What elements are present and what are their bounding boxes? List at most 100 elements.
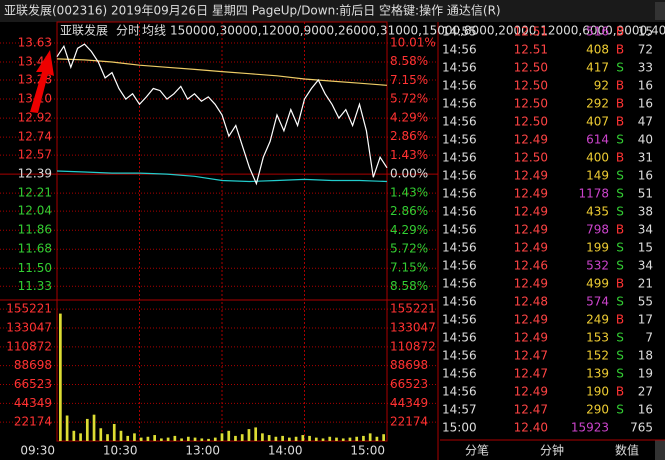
volume-bar — [92, 414, 96, 441]
volume-tick-label: 133047 — [6, 320, 52, 334]
trade-price: 12.49 — [514, 313, 548, 327]
volume-label[interactable]: 150000,30000,12000,9000,26000,31000,1500… — [170, 24, 665, 38]
tab[interactable]: 分钟 — [540, 443, 564, 458]
volume-tick-label-right: 88698 — [390, 358, 428, 372]
pct-tick-label: 0.00% — [390, 167, 428, 181]
trade-side: B — [616, 313, 624, 327]
volume-bar — [207, 438, 210, 441]
trade-count: 17 — [638, 313, 653, 327]
pct-tick-label: 7.15% — [390, 73, 428, 87]
trade-price: 12.50 — [514, 79, 548, 93]
trade-time: 14:56 — [442, 61, 477, 75]
volume-bar — [180, 438, 183, 441]
volume-bar — [314, 437, 318, 441]
volume-tick-label-right: 44349 — [390, 396, 428, 410]
window-title: 亚联发展(002316) 2019年09月26日 星期四 PageUp/Down… — [4, 3, 501, 18]
volume-bar — [160, 438, 163, 441]
trade-price: 12.40 — [514, 421, 548, 435]
trade-side: B — [616, 385, 624, 399]
trade-time: 14:56 — [442, 313, 477, 327]
trade-count: 765 — [630, 421, 653, 435]
trade-price: 12.46 — [514, 259, 548, 273]
trade-volume: 499 — [586, 277, 609, 291]
trade-count: 16 — [638, 403, 653, 417]
trade-price: 12.48 — [514, 295, 548, 309]
trade-side: B — [616, 223, 624, 237]
volume-bar — [321, 438, 325, 441]
trade-side: B — [616, 115, 624, 129]
trade-time: 14:55 — [442, 25, 477, 39]
trade-volume: 149 — [586, 169, 609, 183]
trade-price: 12.47 — [514, 367, 548, 381]
volume-tick-label-right: 133047 — [390, 320, 436, 334]
trade-time: 14:57 — [442, 403, 477, 417]
trade-volume: 139 — [586, 367, 609, 381]
volume-bar — [126, 435, 130, 441]
avg-line — [56, 58, 388, 86]
volume-bar — [308, 435, 311, 441]
volume-bar — [106, 434, 109, 441]
volume-bar — [362, 435, 365, 441]
volume-tick-label: 44349 — [14, 396, 52, 410]
scroll-up[interactable] — [655, 2, 665, 20]
avg-label[interactable]: 均线 — [142, 24, 166, 38]
time-label: 14:00 — [268, 444, 303, 458]
volume-bar — [254, 427, 258, 441]
pct-tick-label: 2.86% — [390, 129, 428, 143]
pct-tick-label: 4.29% — [390, 223, 428, 237]
volume-tick-label: 22174 — [14, 415, 52, 429]
trade-time: 14:56 — [442, 115, 477, 129]
annotation-arrow — [30, 50, 54, 113]
trade-volume: 1178 — [578, 187, 609, 201]
pct-tick-label: 2.86% — [390, 204, 428, 218]
pct-tick-label: 1.43% — [390, 185, 428, 199]
price-line — [56, 43, 388, 186]
trade-volume: 407 — [586, 115, 609, 129]
volume-bar — [274, 436, 278, 441]
trade-time: 14:56 — [442, 295, 477, 309]
lead-line — [56, 170, 388, 183]
time-label: 15:00 — [350, 444, 385, 458]
trade-volume: 152 — [586, 349, 609, 363]
price-tick-label: 13.63 — [18, 36, 52, 50]
trade-side: S — [616, 133, 624, 147]
trade-price: 12.51 — [514, 25, 548, 39]
trade-time: 14:56 — [442, 43, 477, 57]
volume-bar — [72, 430, 76, 441]
time-label: 13:00 — [185, 444, 220, 458]
trade-count: 18 — [638, 349, 653, 363]
volume-bar — [382, 434, 385, 441]
trade-volume: 153 — [586, 331, 609, 345]
volume-tick-label-right: 110872 — [390, 339, 436, 353]
volume-bar — [355, 436, 359, 441]
volume-bar — [294, 436, 298, 441]
trade-price: 12.49 — [514, 331, 548, 345]
pct-tick-label: 1.43% — [390, 148, 428, 162]
trade-count: 16 — [638, 97, 653, 111]
scroll-down[interactable] — [655, 440, 665, 460]
volume-bar — [173, 435, 177, 441]
pct-tick-label: 7.15% — [390, 260, 428, 274]
trade-side: S — [616, 241, 624, 255]
trade-price: 12.49 — [514, 169, 548, 183]
tab[interactable]: 分笔 — [465, 443, 489, 458]
trade-count: 34 — [638, 223, 653, 237]
trade-side: S — [616, 187, 624, 201]
trade-time: 14:56 — [442, 79, 477, 93]
trade-side: S — [616, 169, 624, 183]
trade-time: 14:56 — [442, 331, 477, 345]
trade-count: 34 — [638, 259, 653, 273]
trade-volume: 417 — [586, 61, 609, 75]
trade-volume: 798 — [586, 223, 609, 237]
trade-count: 7 — [645, 331, 653, 345]
trade-count: 72 — [638, 43, 653, 57]
volume-bar — [335, 437, 338, 441]
trade-count: 51 — [638, 187, 653, 201]
tab[interactable]: 数值 — [615, 443, 639, 458]
minute-label[interactable]: 分时 — [116, 24, 140, 38]
trade-time: 14:56 — [442, 241, 477, 255]
volume-bar — [267, 435, 271, 441]
trade-side: B — [616, 79, 624, 93]
trade-price: 12.47 — [514, 349, 548, 363]
price-tick-label: 12.04 — [18, 204, 52, 218]
